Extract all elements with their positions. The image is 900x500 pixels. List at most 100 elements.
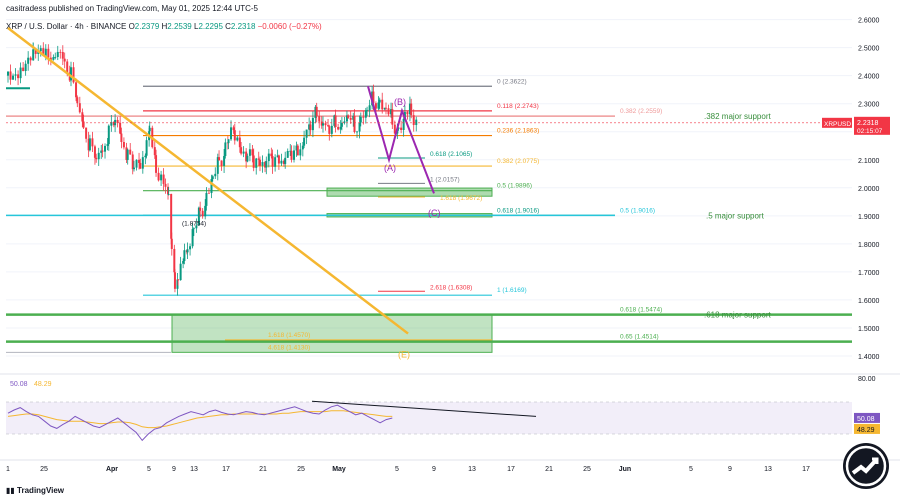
candle-body — [59, 51, 62, 53]
candle — [106, 138, 109, 151]
candle-body — [337, 127, 340, 130]
candle-body — [81, 112, 84, 122]
candle — [251, 145, 254, 163]
candle — [293, 145, 296, 163]
trend-chart-icon[interactable] — [843, 443, 889, 489]
candle-body — [104, 145, 107, 152]
candle-body — [176, 279, 179, 289]
candle-body — [131, 154, 134, 170]
candle — [210, 174, 213, 199]
candle-body — [167, 194, 170, 195]
candle-body — [267, 153, 270, 162]
overlay: (1.8754) .382 major support .5 major suppo… — [6, 27, 853, 359]
candle — [322, 116, 324, 133]
candle — [91, 131, 94, 153]
candle — [204, 199, 207, 220]
candle-body — [116, 119, 119, 123]
candle — [135, 159, 138, 171]
candle — [277, 154, 280, 170]
candle-body — [177, 279, 180, 281]
candle-body — [383, 107, 386, 110]
wave-level-label: 1.618 (1.9672) — [440, 195, 482, 202]
candle-body — [197, 207, 200, 226]
wave-label: (A) — [384, 163, 396, 173]
candle-body — [289, 150, 292, 152]
candle-body — [339, 126, 342, 130]
candle — [29, 56, 32, 66]
candle — [259, 156, 261, 172]
fib-label: 0.5 (1.9016) — [620, 207, 655, 214]
wave-level-label: 1 (2.0157) — [430, 176, 460, 183]
candle — [119, 116, 122, 135]
candle — [54, 52, 57, 60]
time-tick-label: 5 — [689, 466, 693, 473]
wave-level-label: 0.618 (2.1065) — [430, 151, 472, 158]
candle — [12, 73, 15, 80]
candle-body — [78, 103, 81, 113]
candle — [176, 272, 179, 296]
annotation-label: .382 major support — [704, 112, 771, 121]
candle-body — [311, 117, 314, 131]
candle — [267, 148, 270, 168]
candle-body — [107, 125, 110, 145]
candle-body — [352, 115, 355, 120]
candle-body — [246, 155, 249, 162]
candle-body — [91, 138, 94, 147]
candle-body — [299, 149, 302, 156]
candle-body — [252, 155, 255, 168]
candle-body — [44, 48, 47, 56]
symbol-legend: XRP / U.S. Dollar · 4h · BINANCE O2.2379… — [6, 22, 322, 31]
candle-body — [210, 179, 213, 194]
candle-body — [148, 127, 151, 132]
rsi-ma-label: 48.29 — [857, 427, 875, 434]
candle-body — [303, 137, 306, 146]
candle-body — [141, 157, 144, 169]
candle — [192, 227, 195, 237]
symbol-name[interactable]: XRP / U.S. Dollar · 4h · BINANCE — [6, 22, 127, 31]
candle — [315, 102, 318, 123]
candle-body — [245, 151, 248, 162]
candle — [390, 102, 393, 118]
symbol-tag-label: XRPUSD — [824, 121, 851, 128]
time-axis: 1 25 Apr 5 9 13 17 21 25 May 5 9 13 17 21 25 Jun 5 9 13 17 — [0, 459, 900, 473]
symbol-tag — [822, 117, 853, 128]
rsi-pane: 50.08 48.29 80.00 50.08 48.29 — [0, 373, 900, 442]
candle-body — [274, 157, 277, 167]
candle — [164, 178, 167, 194]
candle — [391, 102, 394, 130]
tradingview-logo[interactable]: ▮▮ TradingView — [6, 486, 64, 495]
candle — [131, 151, 134, 175]
candle — [139, 158, 142, 169]
candle-body — [195, 225, 198, 229]
time-tick-label: 9 — [728, 466, 732, 473]
candle-body — [276, 155, 279, 158]
candle — [95, 153, 98, 163]
candle — [93, 144, 96, 165]
candle — [368, 99, 371, 118]
candle — [286, 148, 289, 158]
candle — [211, 174, 214, 182]
candle-body — [120, 133, 123, 143]
close-label: C — [225, 22, 231, 31]
candle-body — [63, 58, 66, 62]
candle-body — [170, 238, 173, 249]
candle-body — [261, 162, 264, 166]
candle — [17, 70, 20, 86]
candle — [85, 127, 88, 143]
candle-body — [164, 183, 167, 187]
candle — [353, 109, 356, 134]
candle — [88, 134, 91, 152]
candle — [362, 110, 365, 125]
candle-body — [305, 129, 308, 138]
candle — [339, 120, 342, 134]
candle — [116, 116, 119, 128]
fib-label: 0.382 (2.0775) — [497, 158, 539, 165]
candle-body — [378, 99, 381, 103]
candle — [400, 120, 403, 134]
candle-body — [211, 176, 214, 180]
candle — [47, 44, 50, 65]
rsi-tick-label: 80.00 — [858, 376, 876, 383]
candle-body — [93, 146, 96, 158]
candle — [100, 144, 103, 159]
